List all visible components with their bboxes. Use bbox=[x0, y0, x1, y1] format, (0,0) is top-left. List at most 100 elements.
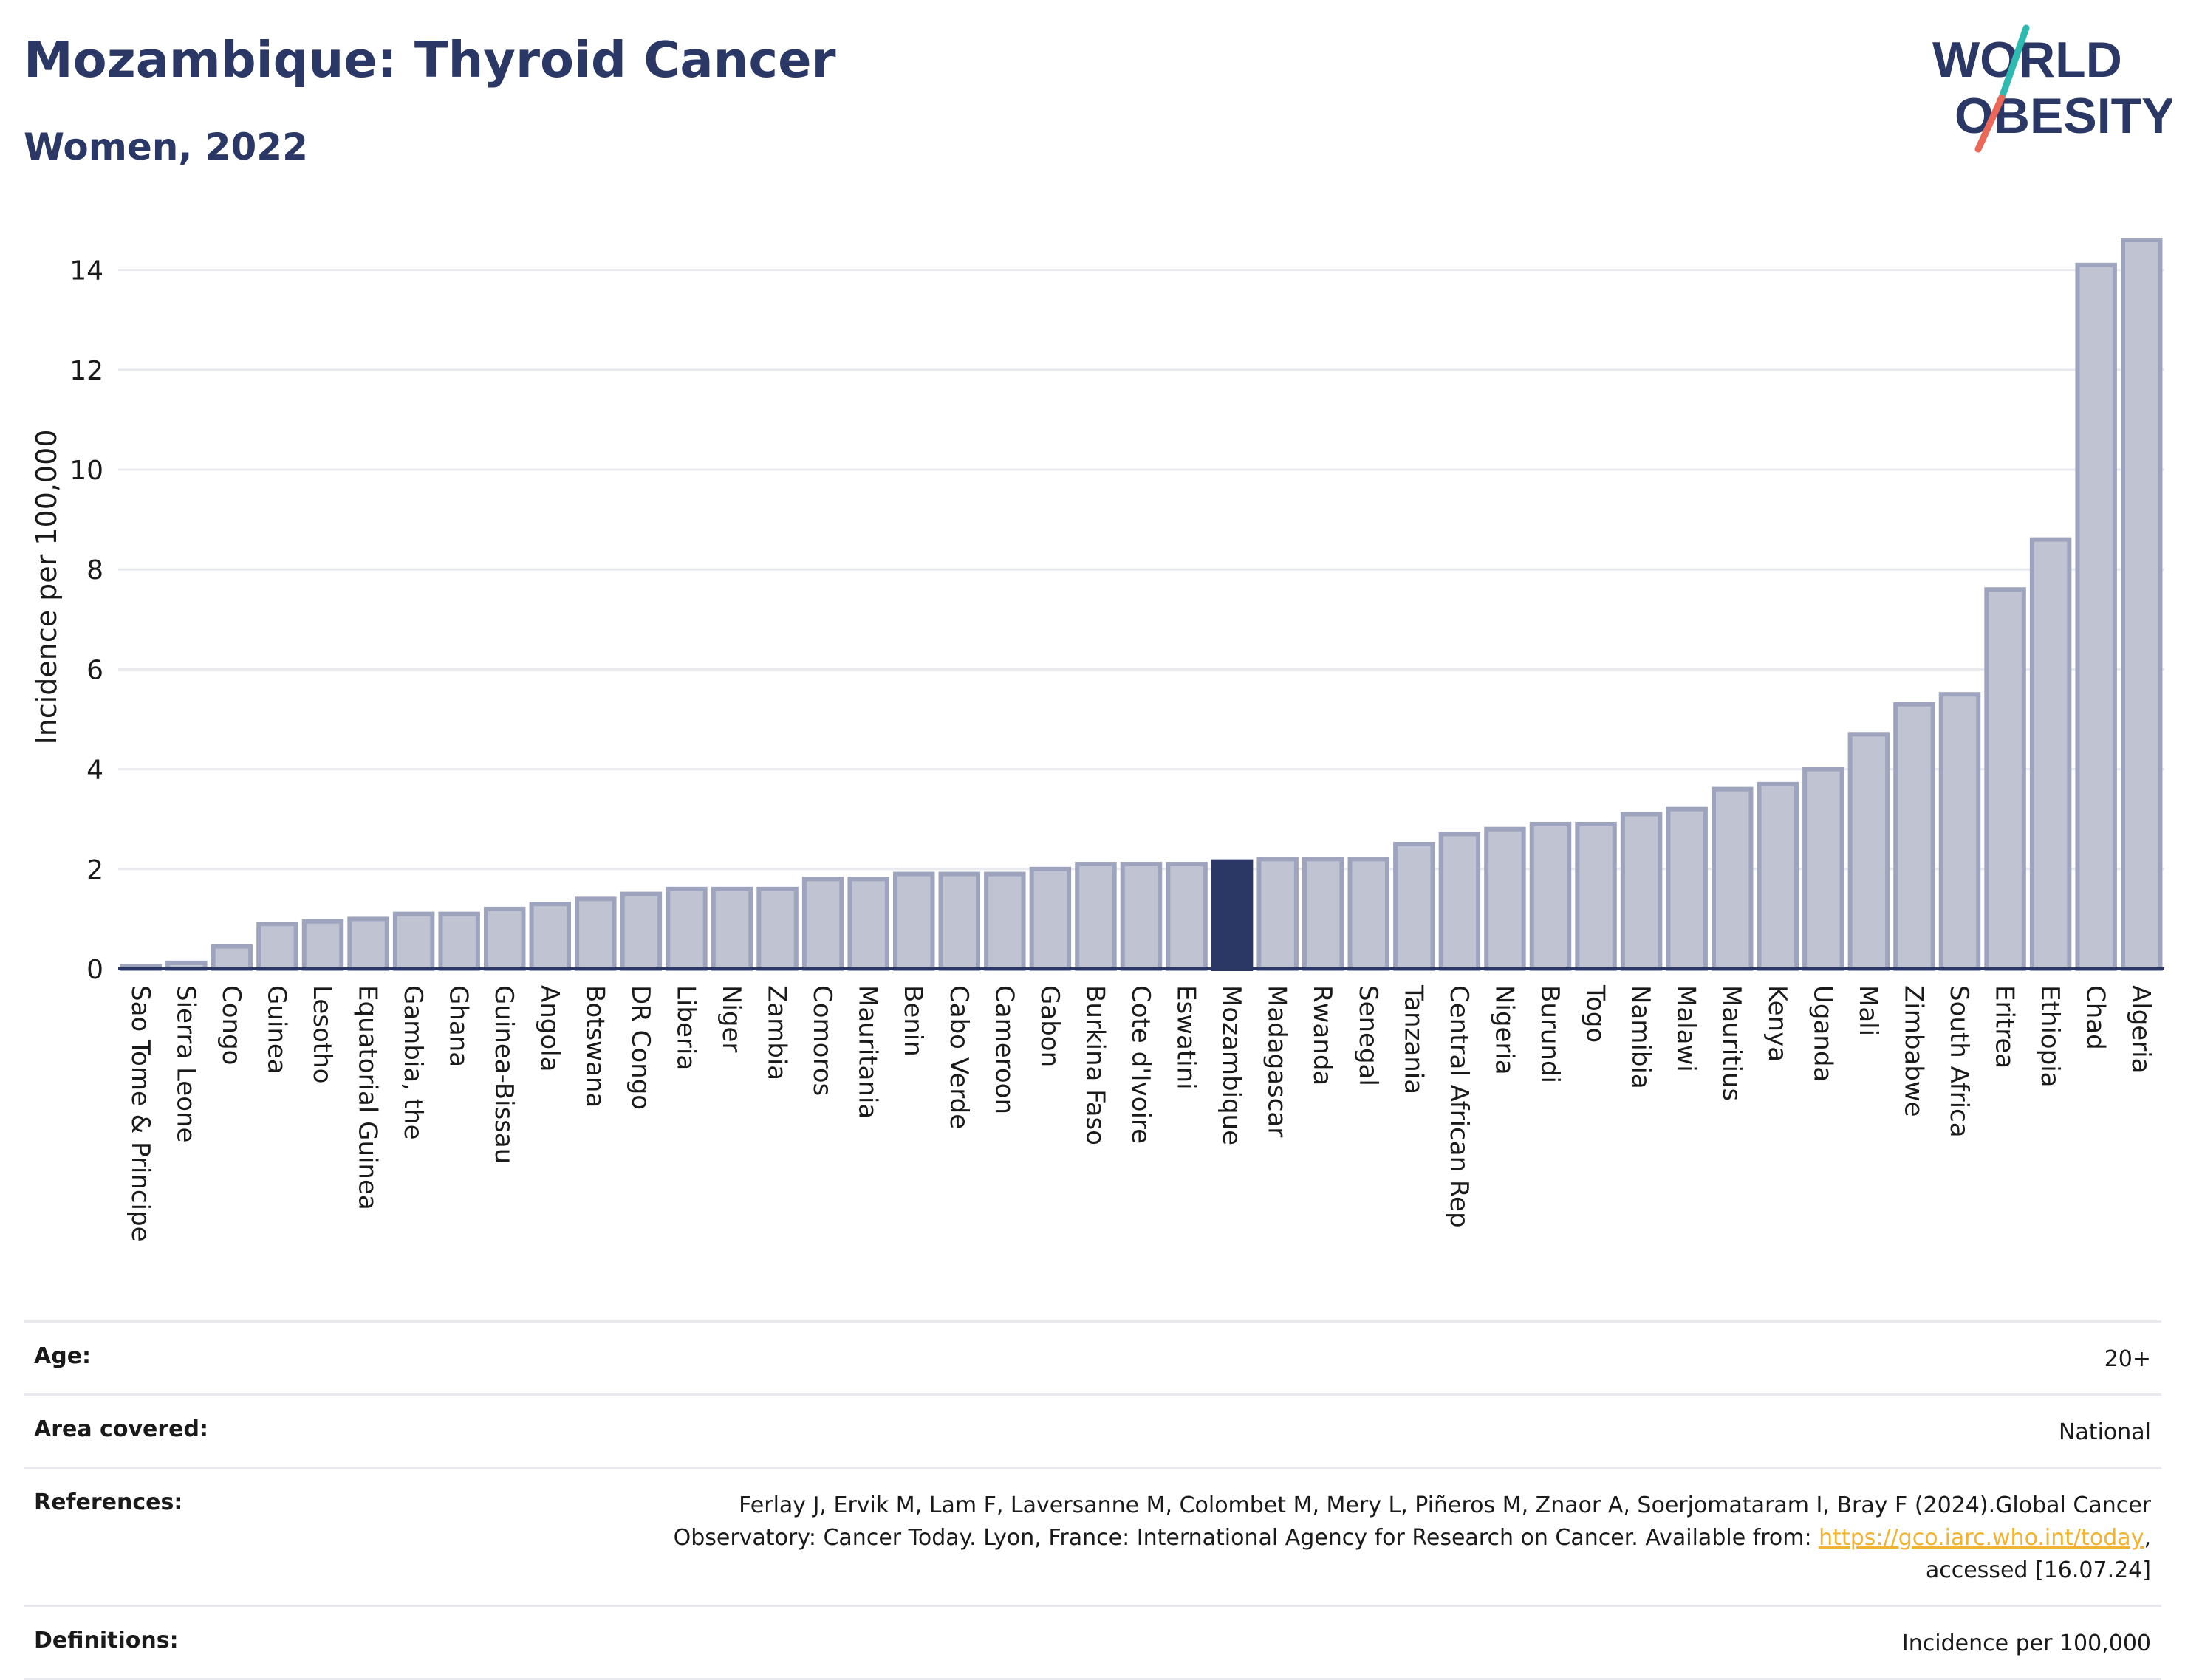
x-tick-label: Mauritius bbox=[1717, 985, 1746, 1101]
page-title: Mozambique: Thyroid Cancer bbox=[24, 31, 836, 89]
y-tick-label: 2 bbox=[86, 855, 103, 885]
x-tick-label: Cote d'Ivoire bbox=[1126, 985, 1155, 1144]
bar bbox=[756, 886, 799, 971]
x-tick-label: Burkina Faso bbox=[1080, 985, 1109, 1145]
bar bbox=[1984, 587, 2026, 971]
bar bbox=[483, 906, 526, 972]
bar bbox=[1893, 702, 1935, 971]
world-obesity-logo: WORLD OBESITY bbox=[1932, 24, 2172, 153]
x-tick-label: Zimbabwe bbox=[1898, 985, 1928, 1117]
x-tick-label: Mozambique bbox=[1217, 985, 1246, 1145]
y-tick-label: 12 bbox=[69, 356, 103, 386]
bar bbox=[301, 919, 344, 972]
bar bbox=[529, 902, 572, 971]
meta-row-area: Area covered: National bbox=[24, 1393, 2161, 1467]
area-value: National bbox=[2058, 1419, 2151, 1445]
bar bbox=[666, 886, 708, 971]
definitions-label: Definitions: bbox=[34, 1628, 179, 1653]
references-link[interactable]: https://gco.iarc.who.int/today bbox=[1819, 1525, 2144, 1551]
bar bbox=[1256, 857, 1299, 972]
x-tick-label: Senegal bbox=[1353, 985, 1383, 1086]
references-line-1: Ferlay J, Ervik M, Lam F, Laversanne M, … bbox=[739, 1492, 2151, 1518]
x-tick-label: Comoros bbox=[807, 985, 837, 1096]
bar bbox=[1575, 821, 1617, 971]
x-tick-label: Chad bbox=[2081, 985, 2110, 1050]
x-tick-label: Malawi bbox=[1672, 985, 1701, 1072]
x-tick-label: Madagascar bbox=[1262, 985, 1292, 1137]
x-tick-label: Namibia bbox=[1626, 985, 1655, 1089]
bar bbox=[211, 944, 253, 971]
bar bbox=[1120, 862, 1163, 972]
references-line-2-end: , bbox=[2144, 1525, 2151, 1551]
x-tick-label: Gambia, the bbox=[398, 985, 428, 1140]
bar bbox=[2075, 262, 2117, 971]
y-axis-label: Incidence per 100,000 bbox=[30, 429, 63, 744]
logo-slash-top bbox=[1998, 24, 2030, 101]
x-tick-label: Rwanda bbox=[1307, 985, 1337, 1086]
x-tick-label: Botswana bbox=[580, 985, 609, 1108]
x-tick-label: Ethiopia bbox=[2035, 985, 2065, 1087]
bar bbox=[847, 877, 889, 971]
x-tick-label: Eritrea bbox=[1990, 985, 2020, 1069]
bar bbox=[438, 911, 480, 972]
bar bbox=[1666, 806, 1708, 972]
bar bbox=[984, 871, 1026, 972]
x-tick-label: Tanzania bbox=[1398, 984, 1428, 1094]
bar bbox=[1029, 866, 1072, 972]
bar bbox=[801, 877, 844, 971]
bar bbox=[892, 871, 935, 972]
bar bbox=[711, 886, 753, 971]
x-tick-label: Zambia bbox=[762, 985, 792, 1080]
bar bbox=[347, 916, 389, 972]
x-tick-label: Guinea-Bissau bbox=[489, 985, 519, 1164]
bar bbox=[1620, 812, 1663, 971]
x-tick-label: South Africa bbox=[1944, 985, 1974, 1138]
y-tick-label: 8 bbox=[86, 555, 103, 586]
x-tick-label: Togo bbox=[1581, 984, 1610, 1043]
bars bbox=[120, 238, 2163, 972]
y-tick-label: 6 bbox=[86, 655, 103, 685]
meta-row-definitions: Definitions: Incidence per 100,000 bbox=[24, 1605, 2161, 1680]
x-tick-label: Equatorial Guinea bbox=[353, 985, 383, 1210]
bar bbox=[1166, 862, 1208, 972]
x-tick-label: Cabo Verde bbox=[944, 985, 974, 1129]
definitions-value: Incidence per 100,000 bbox=[1901, 1631, 2151, 1656]
x-tick-label: Sierra Leone bbox=[171, 985, 200, 1142]
y-tick-label: 14 bbox=[69, 256, 103, 287]
x-tick-label: Congo bbox=[216, 985, 246, 1065]
references-line-3: accessed [16.07.24] bbox=[1925, 1557, 2151, 1583]
x-tick-label: Sao Tome & Principe bbox=[126, 985, 155, 1242]
y-tick-label: 4 bbox=[86, 755, 103, 786]
y-tick-label: 10 bbox=[69, 456, 103, 486]
bar-highlight bbox=[1211, 859, 1254, 972]
x-tick-label: Guinea bbox=[261, 985, 291, 1074]
logo-slash-bottom bbox=[1974, 94, 2006, 153]
bar bbox=[2120, 238, 2163, 972]
bar bbox=[256, 922, 298, 972]
references-value: Ferlay J, Ervik M, Lam F, Laversanne M, … bbox=[600, 1489, 2151, 1587]
x-tick-label: Burundi bbox=[1535, 985, 1565, 1083]
x-tick-label: Central African Rep bbox=[1444, 985, 1474, 1228]
x-tick-label: Mali bbox=[1853, 985, 1883, 1036]
bar bbox=[1757, 781, 1799, 971]
x-tick-label: DR Congo bbox=[626, 985, 655, 1110]
meta-row-age: Age: 20+ bbox=[24, 1320, 2161, 1393]
x-tick-label: Cameroon bbox=[989, 985, 1019, 1114]
page-subtitle: Women, 2022 bbox=[24, 126, 308, 168]
age-label: Age: bbox=[34, 1343, 92, 1369]
bar bbox=[1075, 862, 1117, 972]
bar bbox=[575, 896, 617, 971]
bar bbox=[1302, 857, 1344, 972]
bar bbox=[1484, 826, 1526, 971]
x-tick-label: Eswatini bbox=[1172, 985, 1201, 1090]
bar bbox=[1847, 732, 1890, 972]
bar-chart: 0 2 4 6 8 10 12 14 Sao Tome & Principe Sierra Le… bbox=[30, 238, 2164, 1242]
bar bbox=[938, 871, 981, 972]
bar bbox=[1393, 842, 1435, 971]
metadata-table: Age: 20+ Area covered: National Referenc… bbox=[24, 1320, 2161, 1680]
age-value: 20+ bbox=[2104, 1346, 2151, 1372]
bar bbox=[1711, 786, 1754, 972]
x-tick-label: Mauritania bbox=[853, 985, 883, 1119]
x-tick-label: Kenya bbox=[1762, 985, 1792, 1062]
x-tick-label: Benin bbox=[898, 985, 928, 1057]
